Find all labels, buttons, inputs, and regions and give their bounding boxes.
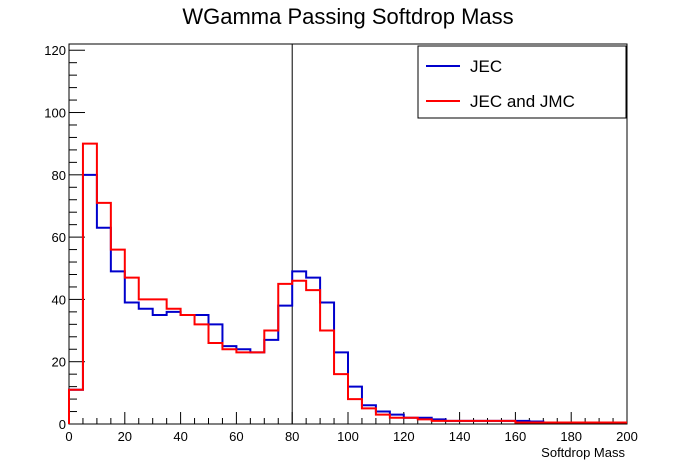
legend-label: JEC bbox=[470, 57, 502, 76]
legend-box bbox=[417, 45, 627, 119]
x-tick-label: 20 bbox=[118, 429, 132, 444]
x-tick-label: 100 bbox=[337, 429, 359, 444]
y-tick-label: 80 bbox=[52, 168, 66, 183]
x-tick-label: 60 bbox=[229, 429, 243, 444]
x-tick-label: 140 bbox=[449, 429, 471, 444]
series-step-line bbox=[68, 142, 627, 424]
x-tick-label: 0 bbox=[65, 429, 72, 444]
x-tick-label: 80 bbox=[285, 429, 299, 444]
x-tick-label: 200 bbox=[616, 429, 638, 444]
y-tick-label: 40 bbox=[52, 292, 66, 307]
y-tick-label: 60 bbox=[52, 230, 66, 245]
x-axis-label: Softdrop Mass bbox=[541, 445, 625, 460]
x-tick-label: 180 bbox=[560, 429, 582, 444]
y-tick-label: 120 bbox=[44, 43, 66, 58]
chart-title: WGamma Passing Softdrop Mass bbox=[182, 4, 513, 29]
legend-label: JEC and JMC bbox=[470, 92, 575, 111]
x-tick-label: 120 bbox=[393, 429, 415, 444]
series-jec-and-jmc bbox=[68, 142, 627, 424]
y-tick-label: 100 bbox=[44, 106, 66, 121]
y-tick-label: 20 bbox=[52, 355, 66, 370]
x-tick-label: 160 bbox=[505, 429, 527, 444]
y-tick-label: 0 bbox=[59, 417, 66, 432]
x-tick-label: 40 bbox=[173, 429, 187, 444]
